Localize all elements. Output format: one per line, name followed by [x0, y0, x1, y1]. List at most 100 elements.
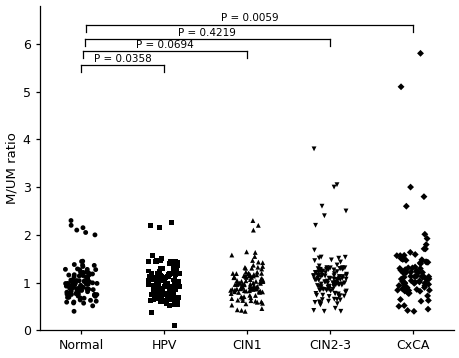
Point [398, 257, 406, 262]
Point [83, 286, 90, 292]
Point [245, 288, 252, 294]
Point [249, 227, 257, 233]
Point [164, 274, 172, 280]
Point [166, 284, 174, 290]
Point [316, 287, 323, 293]
Point [410, 274, 417, 280]
Point [65, 294, 73, 300]
Point [164, 296, 172, 302]
Point [318, 297, 325, 303]
Point [151, 258, 159, 264]
Point [71, 282, 78, 287]
Point [246, 284, 253, 290]
Point [85, 270, 92, 276]
Point [333, 277, 341, 283]
Point [63, 299, 70, 305]
Point [252, 272, 260, 278]
Point [149, 286, 157, 292]
Point [154, 290, 161, 296]
Point [420, 280, 428, 286]
Point [424, 274, 431, 280]
Point [70, 281, 78, 287]
Point [157, 294, 164, 299]
Point [320, 213, 327, 219]
Point [67, 284, 75, 290]
Point [84, 275, 91, 280]
Point [72, 291, 79, 296]
Point [152, 258, 160, 264]
Point [315, 299, 322, 305]
Point [157, 276, 165, 281]
Point [316, 266, 323, 272]
Point [309, 273, 317, 279]
Point [175, 284, 183, 289]
Point [70, 299, 78, 305]
Point [317, 281, 324, 287]
Point [93, 292, 101, 297]
Point [251, 292, 258, 298]
Point [409, 309, 417, 314]
Point [394, 304, 402, 309]
Point [417, 273, 425, 279]
Point [174, 282, 181, 288]
Point [338, 265, 346, 271]
Point [252, 284, 260, 290]
Point [253, 299, 260, 305]
Point [90, 287, 97, 292]
Point [172, 272, 179, 278]
Point [228, 286, 235, 292]
Point [164, 272, 172, 277]
Point [246, 272, 253, 277]
Point [400, 252, 407, 258]
Point [321, 273, 328, 279]
Point [150, 275, 157, 280]
Point [311, 222, 319, 228]
Point [411, 279, 418, 285]
Point [256, 279, 263, 285]
Point [155, 278, 162, 284]
Point [325, 275, 332, 281]
Point [310, 146, 317, 152]
Point [242, 274, 250, 280]
Point [333, 269, 340, 275]
Point [240, 294, 247, 300]
Point [420, 246, 427, 252]
Point [161, 298, 168, 304]
Point [240, 288, 247, 294]
Point [149, 277, 156, 282]
Point [235, 280, 243, 286]
Point [169, 271, 176, 276]
Point [146, 222, 154, 228]
Point [165, 291, 172, 297]
Point [341, 265, 348, 271]
Point [321, 270, 329, 276]
Point [169, 264, 177, 270]
Point [166, 261, 173, 267]
Point [157, 266, 164, 271]
Point [171, 296, 179, 301]
Point [333, 297, 340, 303]
Point [159, 266, 166, 271]
Point [406, 184, 414, 190]
Point [331, 280, 339, 285]
Point [62, 283, 70, 289]
Point [157, 274, 165, 280]
Point [156, 258, 163, 264]
Point [64, 295, 71, 300]
Point [172, 258, 179, 264]
Point [255, 290, 263, 295]
Point [78, 287, 85, 293]
Point [164, 295, 171, 301]
Point [325, 294, 332, 299]
Point [314, 269, 322, 275]
Point [424, 281, 431, 287]
Point [257, 306, 265, 311]
Point [63, 289, 70, 295]
Point [240, 282, 247, 287]
Point [255, 289, 262, 294]
Point [341, 276, 349, 282]
Point [68, 285, 76, 291]
Point [147, 310, 155, 315]
Point [152, 290, 160, 296]
Point [73, 289, 80, 295]
